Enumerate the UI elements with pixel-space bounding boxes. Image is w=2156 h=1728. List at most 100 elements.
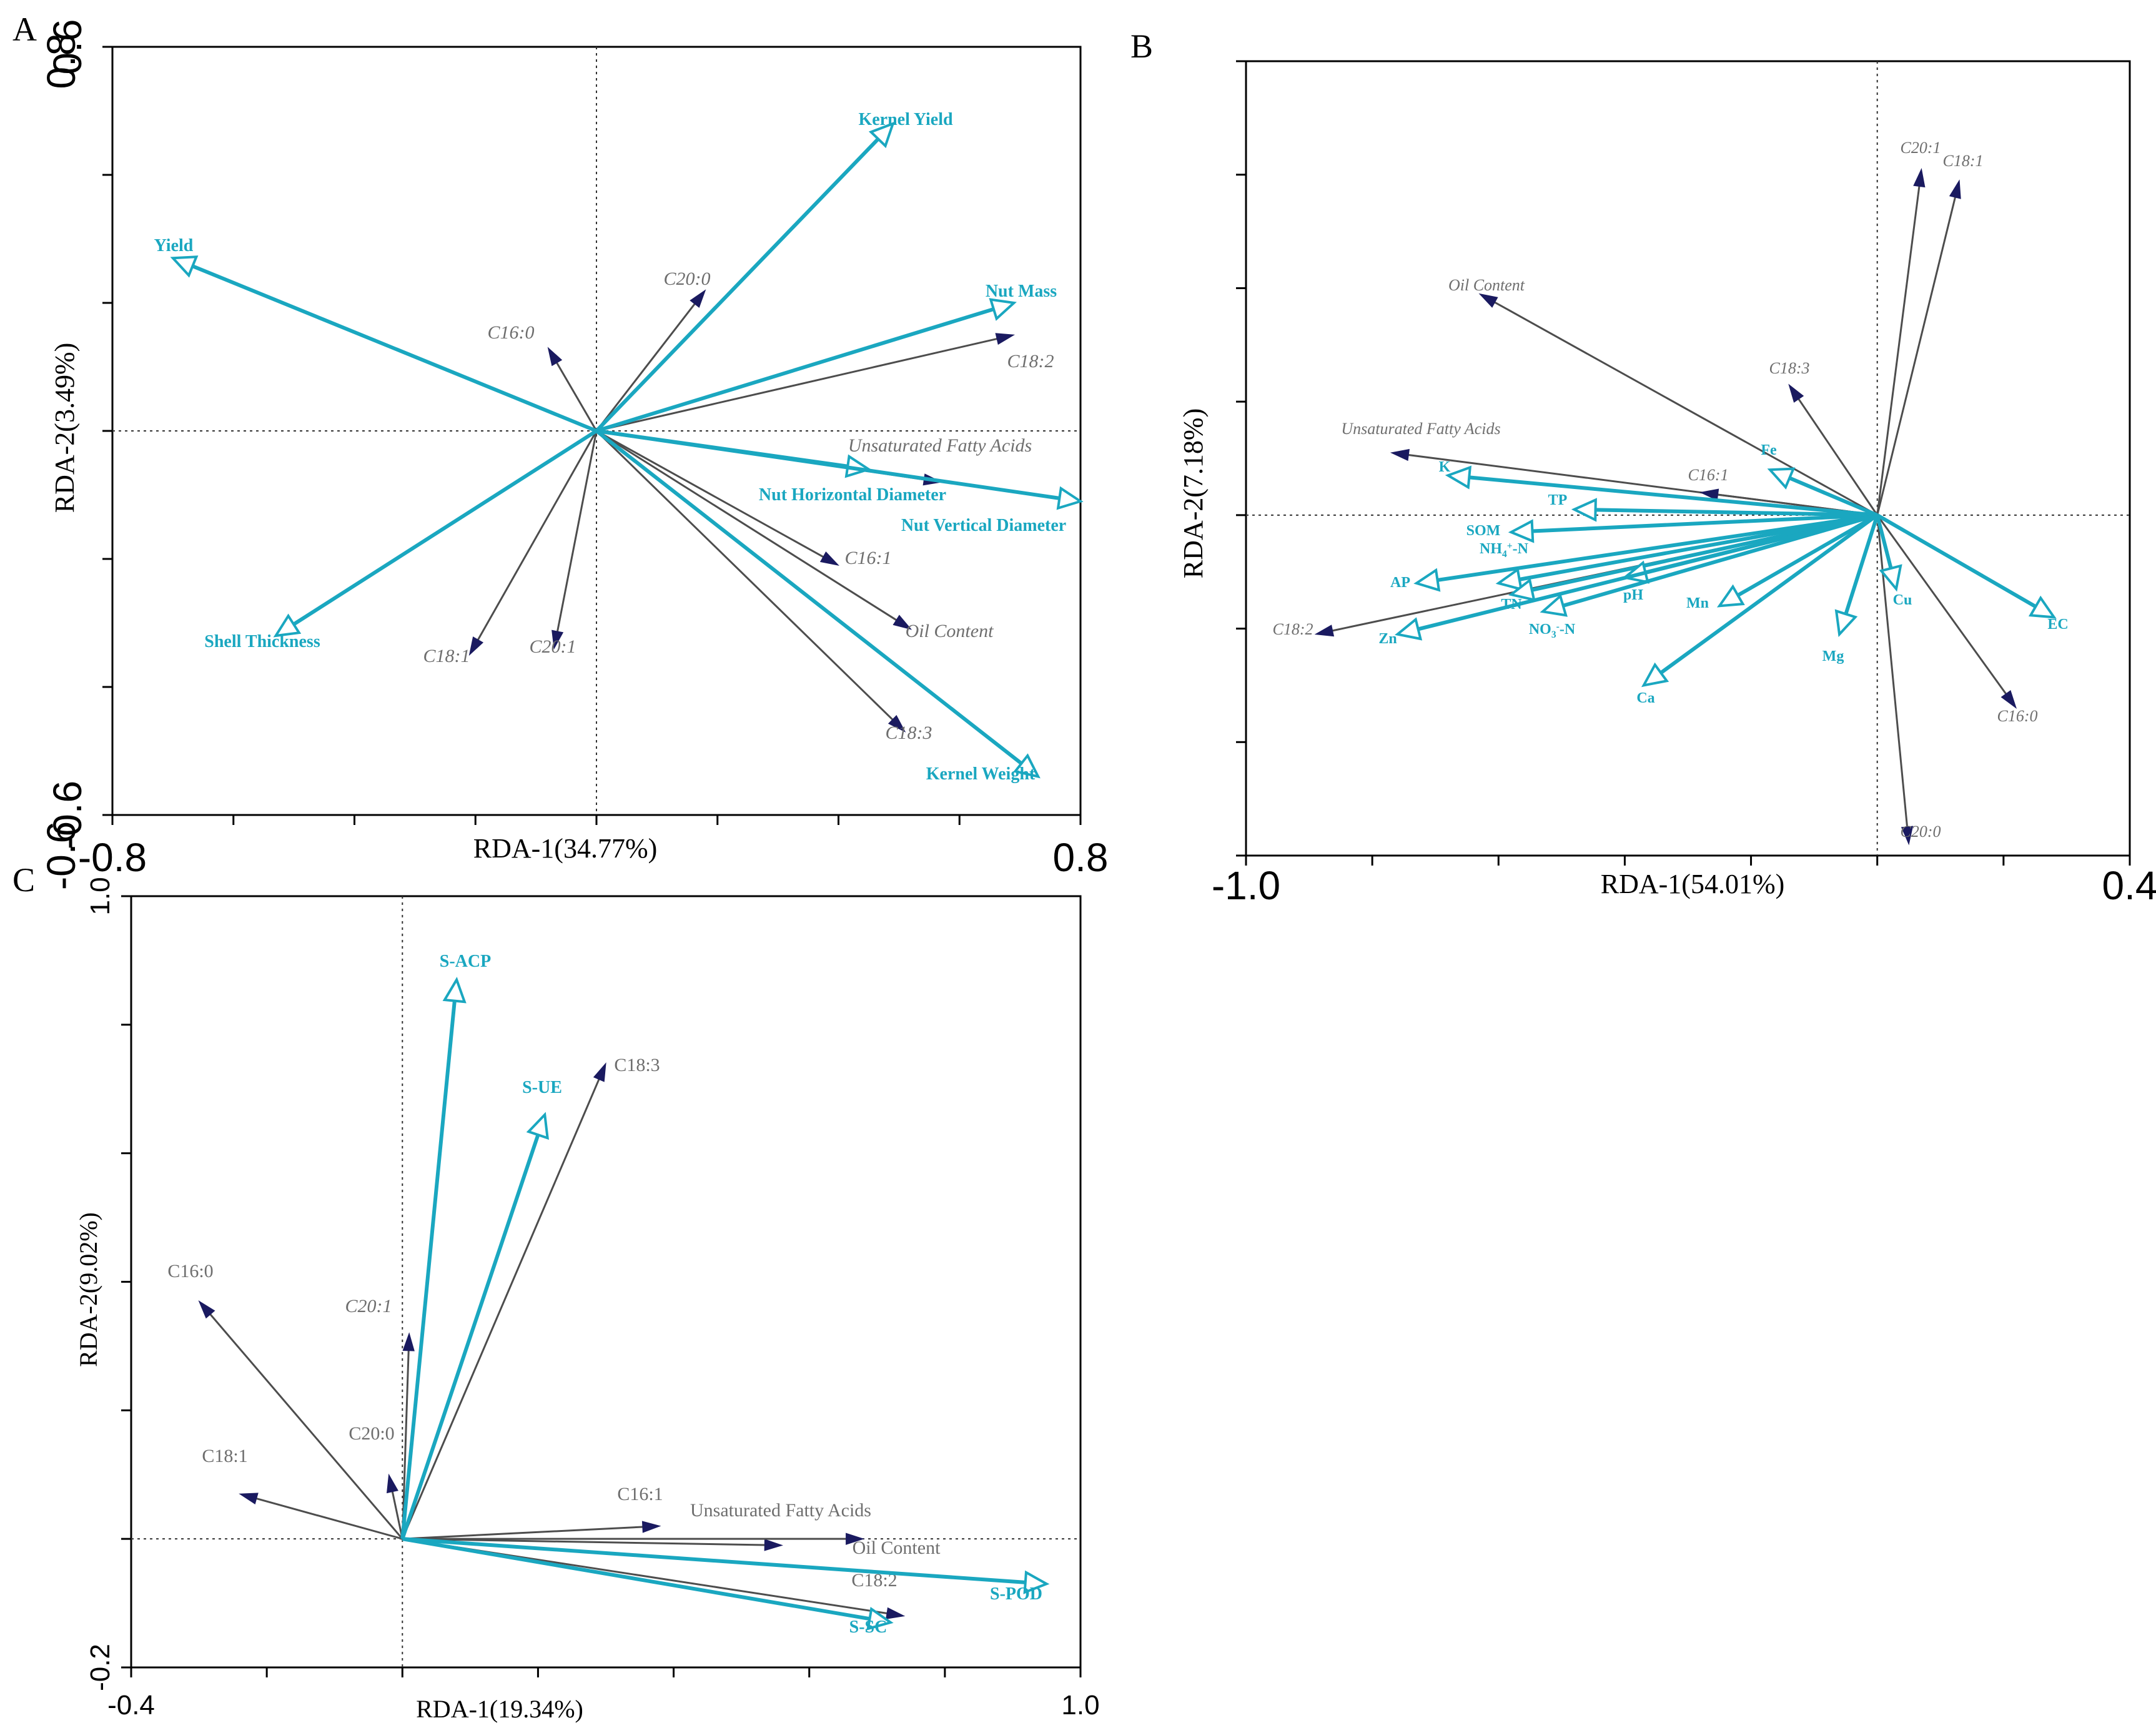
response-arrowhead-oil-content (893, 615, 912, 630)
explanatory-arrowhead-som (1508, 519, 1535, 543)
response-label-c20-0: C20:0 (1901, 822, 1941, 841)
response-arrowhead-c18-2 (995, 333, 1016, 345)
explanatory-arrow-s-ue (400, 1134, 540, 1540)
response-arrow-c18-3 (401, 1079, 600, 1539)
response-label-c18-1: C18:1 (202, 1446, 247, 1466)
response-arrow-c20-1 (1876, 186, 1921, 516)
response-label-oil-content: Oil Content (853, 1538, 941, 1558)
explanatory-label-nut-horizontal-diameter: Nut Horizontal Diameter (759, 485, 946, 505)
explanatory-arrowhead-fe (1767, 467, 1796, 490)
y-tick-label: -0.6 (45, 781, 90, 849)
response-label-oil-content: Oil Content (1448, 276, 1525, 294)
explanatory-arrow-nut-vertical-diameter (596, 429, 1060, 500)
response-label-c16-0: C16:0 (1997, 707, 2038, 725)
response-arrowhead-oil-content (1478, 293, 1498, 308)
plot-frame (1245, 60, 2131, 857)
explanatory-arrow-nut-mass (596, 307, 994, 433)
y-axis-label: RDA-2(7.18%) (1178, 408, 1209, 579)
explanatory-arrow-ca (1659, 513, 1879, 674)
panel-b: B -1.0 0.4 0.8 -0.6 RDA-1(54.01%) RDA-2(7.18%)… (39, 27, 2156, 908)
response-arrowhead-c18-1 (468, 636, 484, 656)
response-arrowhead-c16-0 (198, 1300, 215, 1319)
response-label-unsaturated-fatty-acids: Unsaturated Fatty Acids (1341, 420, 1500, 438)
explanatory-arrowhead-kernel-yield (868, 121, 895, 149)
explanatory-arrowhead-s-pod (1023, 1570, 1050, 1594)
response-arrowhead-c20-0 (690, 289, 706, 308)
response-arrowhead-c20-1 (551, 629, 564, 650)
explanatory-arrow-yield (192, 264, 598, 433)
explanatory-arrowhead-nut-mass (989, 298, 1017, 321)
response-label-c16-0: C16:0 (488, 322, 535, 343)
response-arrow-c20-0 (391, 1491, 403, 1539)
explanatory-arrow-fe (1789, 476, 1878, 517)
panel-letter-c: C (12, 861, 35, 899)
y-tick-label: -0.6 (39, 821, 84, 890)
x-axis-label: RDA-1(54.01%) (1601, 869, 1785, 899)
response-label-c16-0: C16:0 (167, 1261, 213, 1281)
response-arrowhead-c18-3 (1788, 383, 1804, 403)
explanatory-label-som: SOM (1466, 523, 1501, 539)
response-arrow-c20-0 (595, 303, 696, 432)
response-arrow-oil-content (596, 430, 897, 621)
explanatory-label-no3-n: NO3--N (1529, 621, 1576, 640)
response-arrow-c16-1 (596, 430, 824, 558)
explanatory-label-shell-thickness: Shell Thickness (204, 632, 320, 651)
x-tick-label: -0.4 (107, 1690, 155, 1721)
response-arrow-c16-0 (209, 1313, 403, 1540)
explanatory-arrow-mn (1737, 513, 1879, 597)
response-arrow-c20-0 (1876, 515, 1909, 827)
response-label-c18-1: C18:1 (1943, 152, 1984, 170)
response-label-c18-2: C18:2 (1007, 351, 1054, 372)
explanatory-arrow-tp (1595, 508, 1877, 517)
response-arrow-c18-1 (477, 430, 598, 641)
response-arrowhead-c20-1 (1913, 168, 1926, 188)
explanatory-arrowhead-no3-n (1540, 593, 1568, 617)
response-arrowhead-unsaturated-fatty-acids (764, 1539, 783, 1551)
y-tick-label: -0.2 (85, 1644, 116, 1691)
y-tick-label: 0.8 (39, 34, 84, 89)
response-arrowhead-c16-1 (641, 1521, 661, 1533)
explanatory-label-s-pod: S-POD (990, 1584, 1042, 1604)
panel-a: A-0.8 0.80.6-0.6 RDA-1(34.77%)RDA-2(3.49%)… (12, 11, 1108, 880)
explanatory-label-zn: Zn (1378, 631, 1397, 647)
response-label-c16-1: C16:1 (617, 1484, 663, 1504)
explanatory-arrowhead-s-acp (442, 977, 467, 1004)
explanatory-arrow-s-sc (402, 1537, 870, 1621)
y-tick-label: 1.0 (85, 877, 116, 915)
response-arrowhead-oil-content (846, 1533, 865, 1545)
y-tick-label: 0.6 (45, 19, 90, 75)
explanatory-label-k: K (1439, 459, 1451, 475)
response-label-c20-1: C20:1 (345, 1296, 392, 1316)
response-label-oil-content: Oil Content (906, 621, 994, 641)
explanatory-label-ap: AP (1390, 575, 1410, 591)
response-arrowhead-c18-2 (1314, 625, 1335, 637)
response-label-c18-3: C18:3 (886, 723, 932, 743)
explanatory-arrowhead-mg (1834, 609, 1858, 638)
response-label-c20-1: C20:1 (1901, 139, 1941, 157)
panel-letter-b: B (1130, 27, 1153, 65)
explanatory-label-ca: Ca (1636, 690, 1654, 706)
explanatory-arrow-cu (1875, 515, 1893, 569)
explanatory-label-fe: Fe (1761, 442, 1777, 458)
response-label-c18-3: C18:3 (1769, 359, 1810, 377)
response-arrowhead-unsaturated-fatty-acids (1390, 448, 1410, 462)
response-arrow-c16-0 (1876, 514, 2007, 694)
explanatory-arrowhead-s-ue (526, 1112, 549, 1140)
response-arrowhead-c16-0 (547, 347, 563, 367)
response-arrow-c18-1 (1876, 197, 1956, 516)
explanatory-arrow-s-pod (402, 1537, 1026, 1584)
explanatory-arrow-som (1532, 513, 1877, 533)
explanatory-arrowhead-shell-thickness (273, 613, 302, 638)
response-arrowhead-c20-0 (1901, 826, 1914, 846)
response-arrow-c16-0 (556, 362, 598, 432)
panel-c: C -0.4 1.0 1.0 -0.2 RDA-1(19.34%) RDA-2(9.02%)… (12, 861, 1100, 1723)
explanatory-arrowhead-tn (1508, 578, 1536, 602)
response-arrow-oil-content (1494, 301, 1878, 516)
explanatory-arrow-no3-n (1562, 513, 1878, 608)
response-label-c20-0: C20:0 (664, 269, 711, 289)
explanatory-arrow-shell-thickness (292, 429, 598, 626)
explanatory-arrow-ap (1437, 513, 1878, 582)
explanatory-arrow-s-acp (400, 1000, 457, 1539)
explanatory-arrowhead-ec (2028, 595, 2057, 619)
